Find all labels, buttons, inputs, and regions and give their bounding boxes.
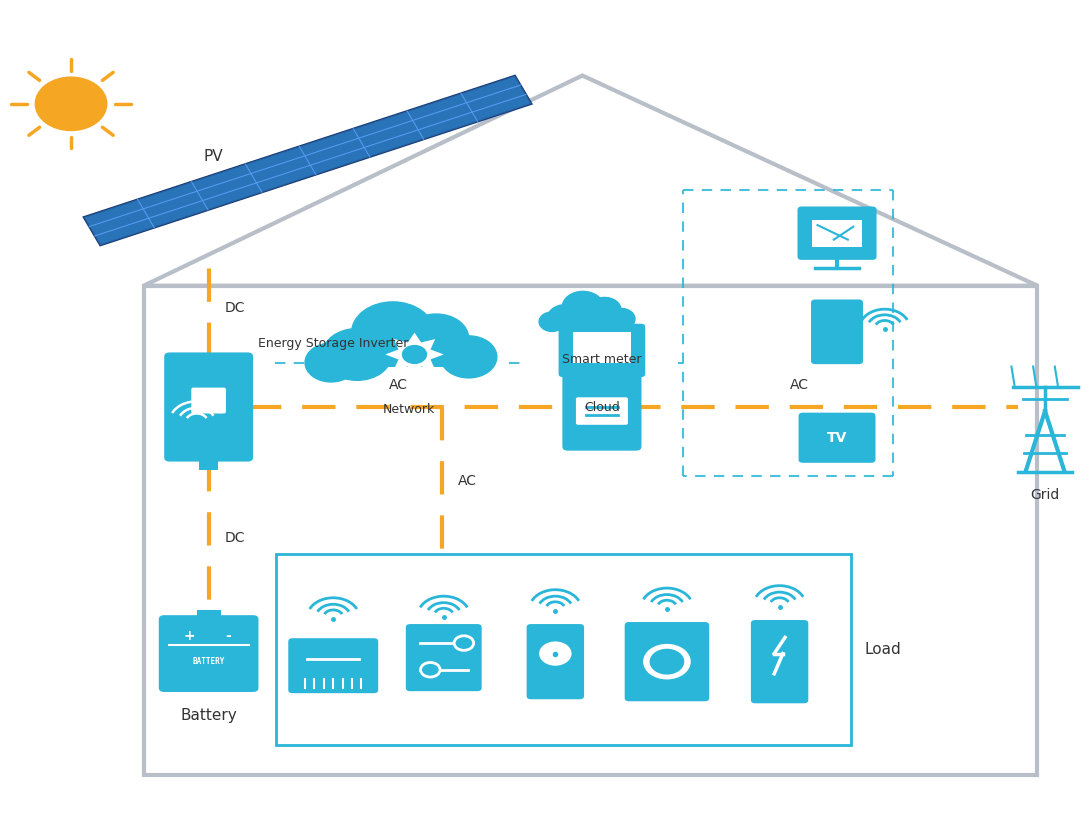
Polygon shape xyxy=(84,76,531,245)
Polygon shape xyxy=(413,103,472,129)
FancyBboxPatch shape xyxy=(798,413,876,463)
Polygon shape xyxy=(143,191,203,218)
Polygon shape xyxy=(257,165,316,192)
FancyBboxPatch shape xyxy=(199,457,219,470)
Circle shape xyxy=(322,329,392,380)
Text: Smart meter: Smart meter xyxy=(562,352,641,365)
Polygon shape xyxy=(89,209,149,236)
Circle shape xyxy=(404,314,468,362)
FancyBboxPatch shape xyxy=(559,324,646,377)
FancyBboxPatch shape xyxy=(159,615,258,692)
Circle shape xyxy=(644,644,690,680)
Text: AC: AC xyxy=(389,379,407,392)
Text: PV: PV xyxy=(204,150,223,164)
Polygon shape xyxy=(466,85,526,112)
FancyBboxPatch shape xyxy=(197,610,221,619)
Polygon shape xyxy=(95,218,155,245)
Polygon shape xyxy=(365,129,424,157)
FancyBboxPatch shape xyxy=(164,352,253,462)
Text: Cloud: Cloud xyxy=(584,400,620,414)
Polygon shape xyxy=(245,147,305,173)
Polygon shape xyxy=(314,350,490,366)
Text: Load: Load xyxy=(864,642,901,657)
Circle shape xyxy=(440,336,497,378)
Polygon shape xyxy=(305,138,365,165)
Polygon shape xyxy=(250,155,310,183)
Text: AC: AC xyxy=(457,474,477,488)
Circle shape xyxy=(607,309,635,330)
Circle shape xyxy=(650,649,684,675)
Polygon shape xyxy=(137,182,197,209)
Circle shape xyxy=(35,77,107,130)
FancyBboxPatch shape xyxy=(797,207,877,260)
Circle shape xyxy=(562,291,603,322)
Circle shape xyxy=(352,302,435,363)
FancyBboxPatch shape xyxy=(289,638,378,694)
FancyBboxPatch shape xyxy=(625,622,709,702)
FancyBboxPatch shape xyxy=(406,624,481,691)
Polygon shape xyxy=(358,120,418,147)
Polygon shape xyxy=(192,164,250,191)
Circle shape xyxy=(454,636,474,650)
Polygon shape xyxy=(461,76,521,103)
Polygon shape xyxy=(310,147,370,174)
Circle shape xyxy=(420,663,440,677)
Polygon shape xyxy=(386,333,443,376)
Circle shape xyxy=(403,346,427,363)
Text: TV: TV xyxy=(827,431,847,444)
Circle shape xyxy=(548,304,583,330)
Text: AC: AC xyxy=(790,379,809,392)
Text: DC: DC xyxy=(225,301,245,315)
Circle shape xyxy=(539,312,565,331)
Text: DC: DC xyxy=(225,532,245,545)
FancyBboxPatch shape xyxy=(812,221,862,247)
FancyBboxPatch shape xyxy=(573,332,632,362)
Circle shape xyxy=(305,344,357,382)
Polygon shape xyxy=(472,94,531,121)
FancyBboxPatch shape xyxy=(576,397,628,425)
Text: Grid: Grid xyxy=(1030,488,1060,502)
Polygon shape xyxy=(407,94,466,120)
Polygon shape xyxy=(418,112,478,139)
FancyBboxPatch shape xyxy=(751,620,808,703)
Polygon shape xyxy=(543,316,632,324)
Circle shape xyxy=(588,297,621,322)
Polygon shape xyxy=(149,200,208,228)
Polygon shape xyxy=(197,173,257,200)
Polygon shape xyxy=(84,199,143,226)
FancyBboxPatch shape xyxy=(527,624,584,699)
Text: +: + xyxy=(183,628,195,643)
Polygon shape xyxy=(299,129,358,155)
Text: Network: Network xyxy=(383,403,436,416)
Text: Energy Storage Inverter: Energy Storage Inverter xyxy=(258,337,408,350)
FancyBboxPatch shape xyxy=(811,300,864,364)
Text: Battery: Battery xyxy=(181,708,237,723)
Ellipse shape xyxy=(539,641,572,666)
FancyBboxPatch shape xyxy=(562,371,641,451)
Polygon shape xyxy=(203,183,262,210)
Polygon shape xyxy=(353,111,413,138)
FancyBboxPatch shape xyxy=(192,387,225,414)
Text: BATTERY: BATTERY xyxy=(193,657,224,666)
Text: -: - xyxy=(225,628,231,643)
